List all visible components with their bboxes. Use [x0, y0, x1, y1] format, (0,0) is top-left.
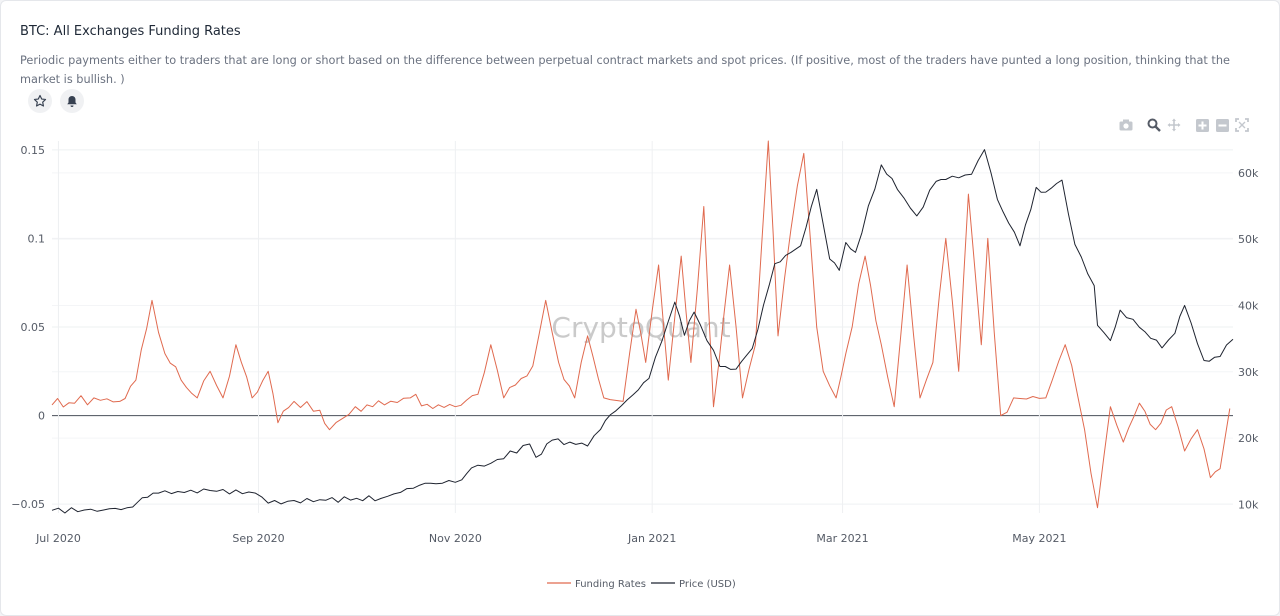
funding-rates-line	[51, 140, 1231, 509]
pan-button[interactable]	[1166, 117, 1182, 133]
legend-label-price: Price (USD)	[679, 579, 736, 590]
y-right-tick-label: 40k	[1238, 299, 1259, 312]
pan-icon	[1167, 118, 1181, 132]
chart-series	[51, 140, 1234, 514]
autoscale-button[interactable]	[1234, 117, 1250, 133]
zoom-in-button[interactable]	[1194, 117, 1210, 133]
y-left-tick-label: 0.15	[21, 144, 46, 157]
x-tick-label: Mar 2021	[816, 532, 868, 545]
y-right-tick-label: 30k	[1238, 366, 1259, 379]
autoscale-icon	[1235, 118, 1249, 132]
y-left-tick-label: 0.1	[28, 232, 46, 245]
bell-icon	[67, 95, 77, 107]
y-right-tick-label: 50k	[1238, 233, 1259, 246]
price-line	[51, 149, 1234, 514]
legend-item-price[interactable]: Price (USD)	[651, 579, 736, 590]
zoom-icon	[1147, 118, 1161, 132]
chart-legend: Funding Rates Price (USD)	[547, 579, 736, 590]
zoom-out-button[interactable]	[1214, 117, 1230, 133]
x-tick-label: Jan 2021	[627, 532, 676, 545]
legend-item-funding[interactable]: Funding Rates	[547, 579, 646, 590]
zoom-button[interactable]	[1146, 117, 1162, 133]
x-tick-label: Jul 2020	[35, 532, 81, 545]
alert-button[interactable]	[60, 89, 84, 113]
x-tick-label: Sep 2020	[232, 532, 284, 545]
chart-grid	[52, 141, 1233, 513]
y-left-tick-label: 0	[38, 410, 45, 423]
zoom-in-icon	[1195, 118, 1209, 132]
chart-description: Periodic payments either to traders that…	[20, 54, 1230, 86]
chart-modebar	[1118, 117, 1250, 133]
chart-title: BTC: All Exchanges Funding Rates	[20, 24, 241, 39]
legend-label-funding: Funding Rates	[575, 579, 646, 590]
camera-icon	[1119, 119, 1133, 131]
y-right-tick-label: 60k	[1238, 167, 1259, 180]
chart-ticks: −0.05 0 0.05 0.1 0.15 10k 20k 30k 40k 50k 60k Jul 2…	[11, 144, 1259, 545]
zoom-out-icon	[1215, 118, 1229, 132]
download-plot-button[interactable]	[1118, 117, 1134, 133]
favorite-button[interactable]	[28, 89, 52, 113]
x-tick-label: May 2021	[1012, 532, 1066, 545]
y-right-tick-label: 10k	[1238, 498, 1259, 511]
y-right-tick-label: 20k	[1238, 432, 1259, 445]
y-left-tick-label: 0.05	[21, 321, 46, 334]
watermark: CryptoQuant	[551, 311, 730, 344]
x-tick-label: Nov 2020	[429, 532, 482, 545]
star-icon	[33, 94, 47, 107]
y-left-tick-label: −0.05	[11, 498, 45, 511]
